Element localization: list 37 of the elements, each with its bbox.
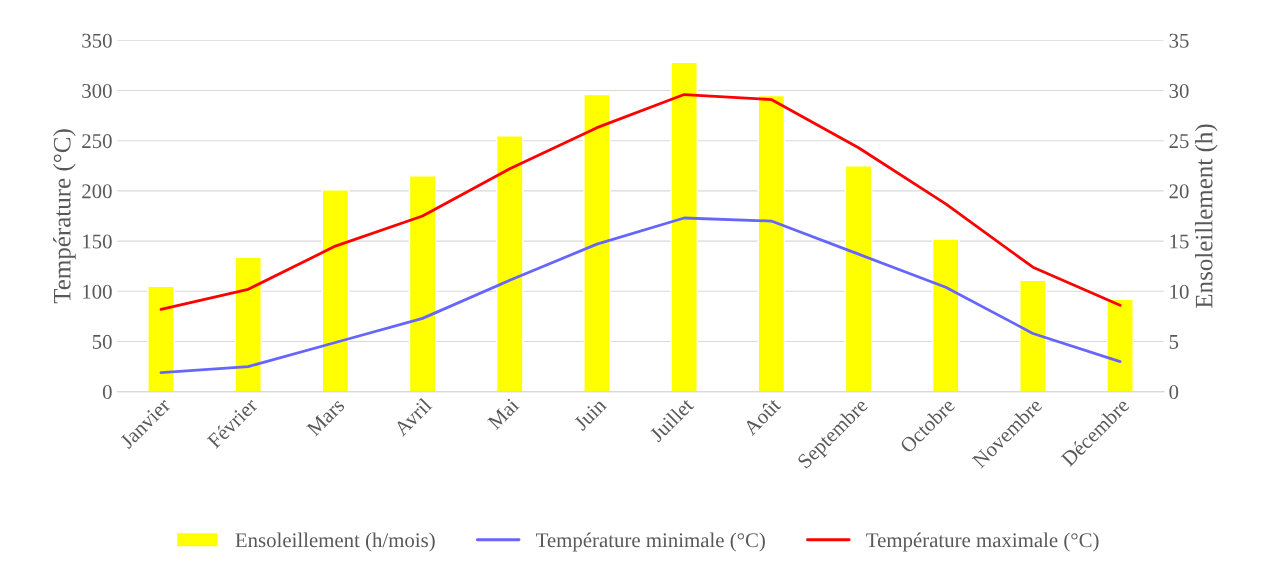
y-tick-label: 250 <box>82 134 112 149</box>
bar <box>147 285 175 392</box>
x-tick-label: Mai <box>486 397 520 431</box>
bar <box>931 238 960 392</box>
legend-label: Ensoleillement (h/mois) <box>235 532 435 552</box>
line-series <box>159 93 1122 311</box>
legend-label: Température minimale (°C) <box>536 532 765 552</box>
bar <box>495 134 524 392</box>
bar <box>234 256 262 392</box>
y-tick-label: 350 <box>82 33 112 48</box>
bar <box>670 61 698 392</box>
bar <box>1019 279 1047 392</box>
bar <box>408 175 437 392</box>
y-tick-label: 0 <box>102 385 112 400</box>
bar <box>321 189 350 392</box>
y-tick-label: 300 <box>82 83 112 98</box>
y2-tick-label: 0 <box>1169 385 1179 400</box>
bar <box>1106 298 1134 392</box>
y2-axis-title: Ensoleillement (h) <box>1194 124 1218 308</box>
bar <box>757 94 786 392</box>
y-tick-label: 200 <box>82 184 112 199</box>
y2-tick-label: 15 <box>1170 234 1189 249</box>
bar <box>583 93 611 392</box>
y-tick-label: 50 <box>92 334 112 349</box>
line-series <box>159 216 1122 374</box>
x-tick-label: Juin <box>573 397 608 432</box>
y2-tick-label: 10 <box>1170 284 1189 299</box>
y-tick-label: 150 <box>83 234 112 249</box>
y2-tick-label: 20 <box>1169 184 1189 199</box>
y2-tick-label: 35 <box>1169 33 1189 48</box>
bar <box>844 165 873 392</box>
y-axis-title: Température (°C) <box>53 129 76 304</box>
y-tick-label: 100 <box>83 284 112 299</box>
y2-tick-label: 30 <box>1169 83 1189 98</box>
legend-label: Température maximale (°C) <box>866 532 1099 552</box>
y2-tick-label: 25 <box>1169 134 1189 149</box>
y2-tick-label: 5 <box>1169 335 1179 349</box>
